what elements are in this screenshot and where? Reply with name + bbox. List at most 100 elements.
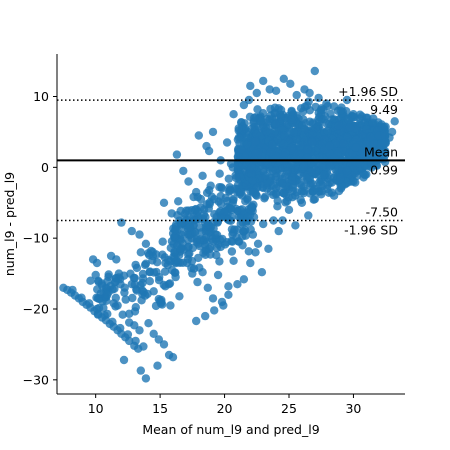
scatter-point [185,223,194,232]
scatter-point [123,330,133,339]
scatter-point [206,250,215,259]
scatter-point [145,277,154,286]
scatter-point [252,191,261,200]
scatter-point [270,108,280,118]
scatter-point [234,124,243,133]
scatter-point [229,194,238,204]
scatter-point [206,181,215,190]
scatter-point [317,190,326,199]
scatter-points [59,66,399,383]
scatter-point [322,99,331,108]
axes [56,54,405,395]
scatter-point [296,141,305,151]
y-tick-label: 10 [33,89,49,104]
scatter-point [362,113,371,123]
scatter-point [193,277,202,287]
scatter-point [265,85,274,94]
scatter-point [195,235,205,244]
scatter-point [174,197,183,206]
scatter-point [224,290,233,299]
scatter-point [233,225,242,234]
x-tick-label: 10 [88,401,104,416]
scatter-point [136,281,145,290]
scatter-point [233,280,242,289]
scatter-point [194,131,203,140]
lower_loa-label-top: -7.50 [366,204,398,219]
scatter-point [161,282,170,291]
scatter-point [100,311,109,320]
scatter-point [329,191,339,200]
scatter-point [153,258,162,267]
scatter-point [199,210,209,219]
scatter-point [192,316,201,326]
scatter-point [92,304,102,314]
scatter-point [271,172,281,182]
scatter-point [104,272,113,281]
scatter-point [336,106,345,115]
scatter-point [170,232,179,241]
scatter-point [131,336,140,346]
upper_loa-label-top: +1.96 SD [338,84,398,99]
scatter-point [203,283,212,292]
scatter-point [279,139,288,149]
scatter-point [68,285,77,295]
scatter-point [136,248,145,257]
scatter-point [227,247,237,256]
scatter-point [121,295,130,304]
scatter-point [266,147,276,157]
y-tick-label: −10 [23,231,49,246]
scatter-point [163,260,172,270]
scatter-point [240,124,250,133]
scatter-point [128,293,137,303]
mean-label-top: Mean [364,144,398,159]
scatter-point [120,288,129,297]
scatter-point [175,292,184,301]
x-tick-label: 30 [345,401,361,416]
scatter-point [153,361,162,370]
scatter-point [253,239,263,248]
scatter-point [224,215,233,224]
scatter-point [362,170,371,179]
scatter-point [358,146,367,156]
scatter-point [149,329,158,338]
scatter-point [264,244,273,253]
scatter-point [215,169,224,178]
scatter-point [248,230,258,239]
scatter-point [299,162,308,171]
scatter-point [216,242,225,252]
scatter-point [289,183,298,192]
scatter-point [268,140,277,149]
scatter-point [247,169,256,179]
scatter-point [273,135,282,144]
scatter-point [342,95,352,105]
scatter-point [307,167,316,176]
scatter-point [323,180,332,190]
scatter-point [192,187,201,197]
scatter-point [188,269,197,278]
scatter-point [225,186,234,195]
scatter-point [291,221,300,230]
x-axis-label: Mean of num_l9 and pred_l9 [142,422,319,437]
scatter-point [119,355,129,365]
scatter-point [215,183,224,192]
y-tick-label: −20 [23,302,49,317]
scatter-point [144,319,153,328]
scatter-point [375,145,384,154]
scatter-point [258,109,268,118]
scatter-point [141,374,151,383]
scatter-point [262,184,272,193]
scatter-point [238,241,247,250]
scatter-point [355,119,365,128]
scatter-point [298,121,307,130]
scatter-point [314,93,323,103]
scatter-point [287,115,296,124]
scatter-point [307,138,317,147]
scatter-point [237,188,246,197]
scatter-point [239,275,249,284]
scatter-point [210,210,219,219]
scatter-point [292,90,301,100]
scatter-point [127,226,136,236]
scatter-point [251,248,260,257]
scatter-point [198,268,207,277]
